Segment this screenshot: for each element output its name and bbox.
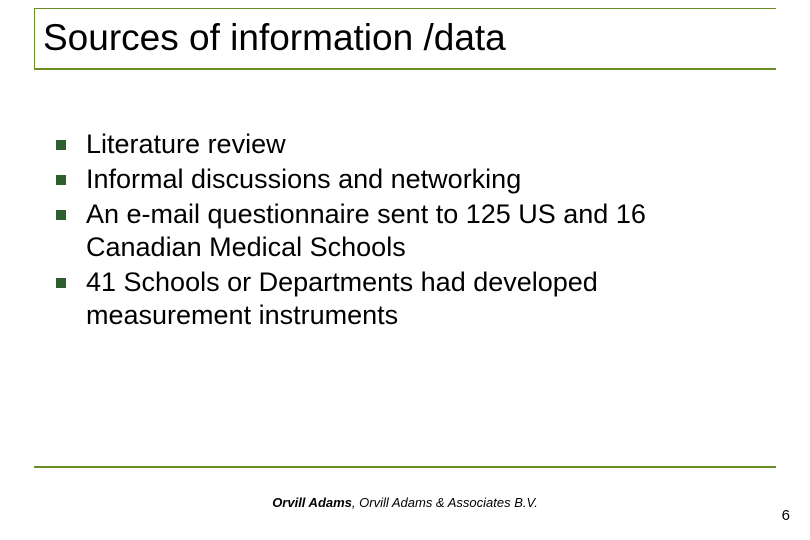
page-number: 6 <box>782 507 790 524</box>
list-item: An e-mail questionnaire sent to 125 US a… <box>56 198 756 264</box>
slide: Sources of information /data Literature … <box>0 0 810 540</box>
list-item: 41 Schools or Departments had developed … <box>56 266 756 332</box>
square-bullet-icon <box>56 140 66 150</box>
bullet-text: Informal discussions and networking <box>86 163 521 196</box>
list-item: Literature review <box>56 128 756 161</box>
footer-affiliation: , Orvill Adams & Associates B.V. <box>352 495 538 510</box>
bullet-text: Literature review <box>86 128 286 161</box>
bottom-rule <box>34 466 776 468</box>
bullet-text: An e-mail questionnaire sent to 125 US a… <box>86 198 756 264</box>
square-bullet-icon <box>56 278 66 288</box>
list-item: Informal discussions and networking <box>56 163 756 196</box>
square-bullet-icon <box>56 175 66 185</box>
title-region: Sources of information /data <box>34 8 776 70</box>
square-bullet-icon <box>56 210 66 220</box>
slide-title: Sources of information /data <box>43 18 506 59</box>
footer-author: Orvill Adams <box>272 495 352 510</box>
bullet-list: Literature review Informal discussions a… <box>56 128 756 334</box>
bullet-text: 41 Schools or Departments had developed … <box>86 266 756 332</box>
footer: Orvill Adams, Orvill Adams & Associates … <box>0 495 810 510</box>
